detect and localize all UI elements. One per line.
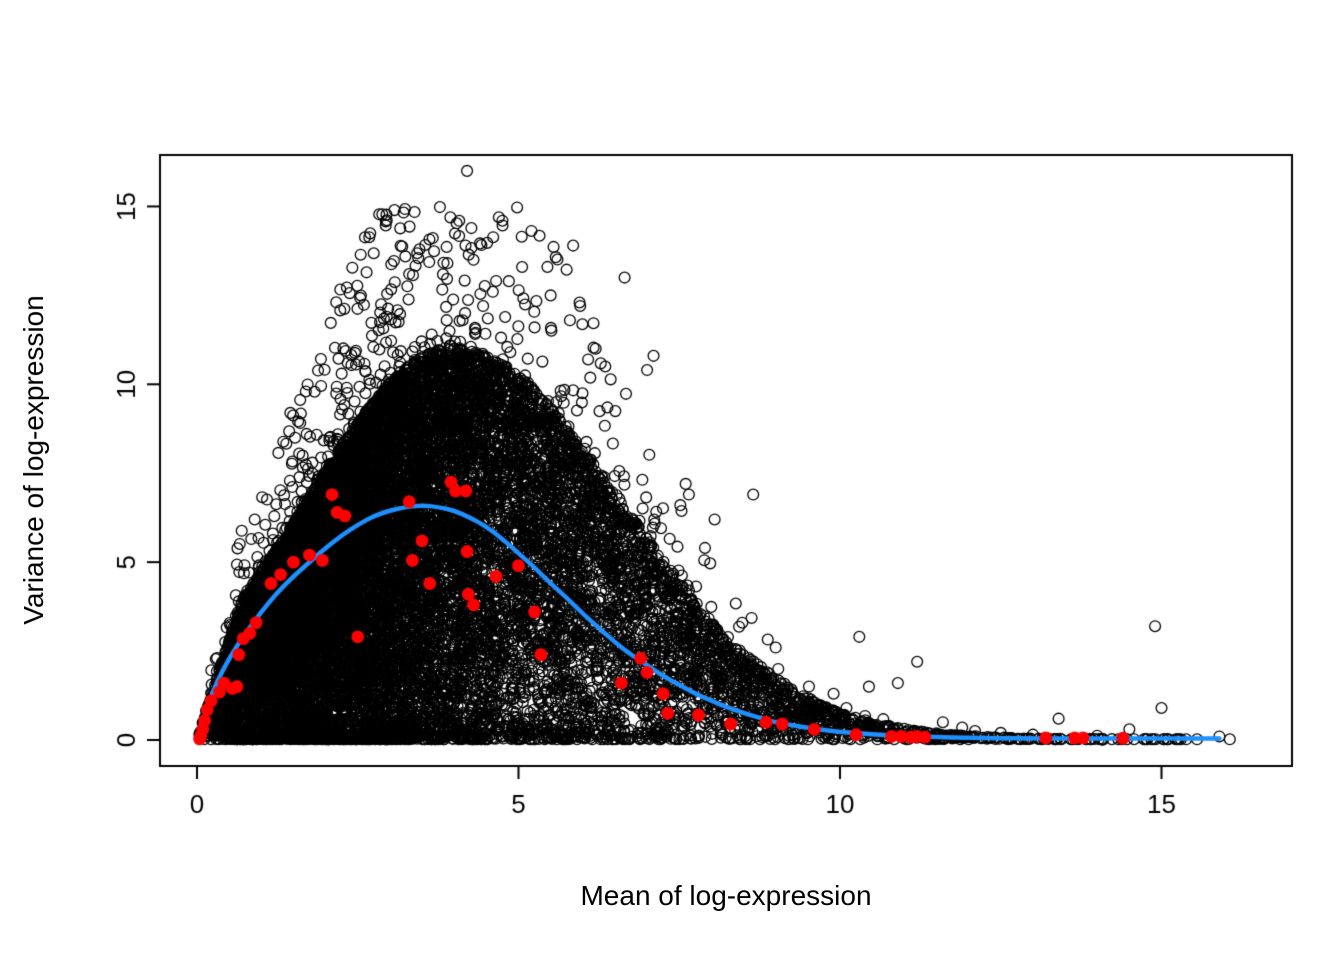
x-axis-label: Mean of log-expression	[580, 880, 872, 911]
y-axis-label: Variance of log-expression	[18, 295, 49, 625]
